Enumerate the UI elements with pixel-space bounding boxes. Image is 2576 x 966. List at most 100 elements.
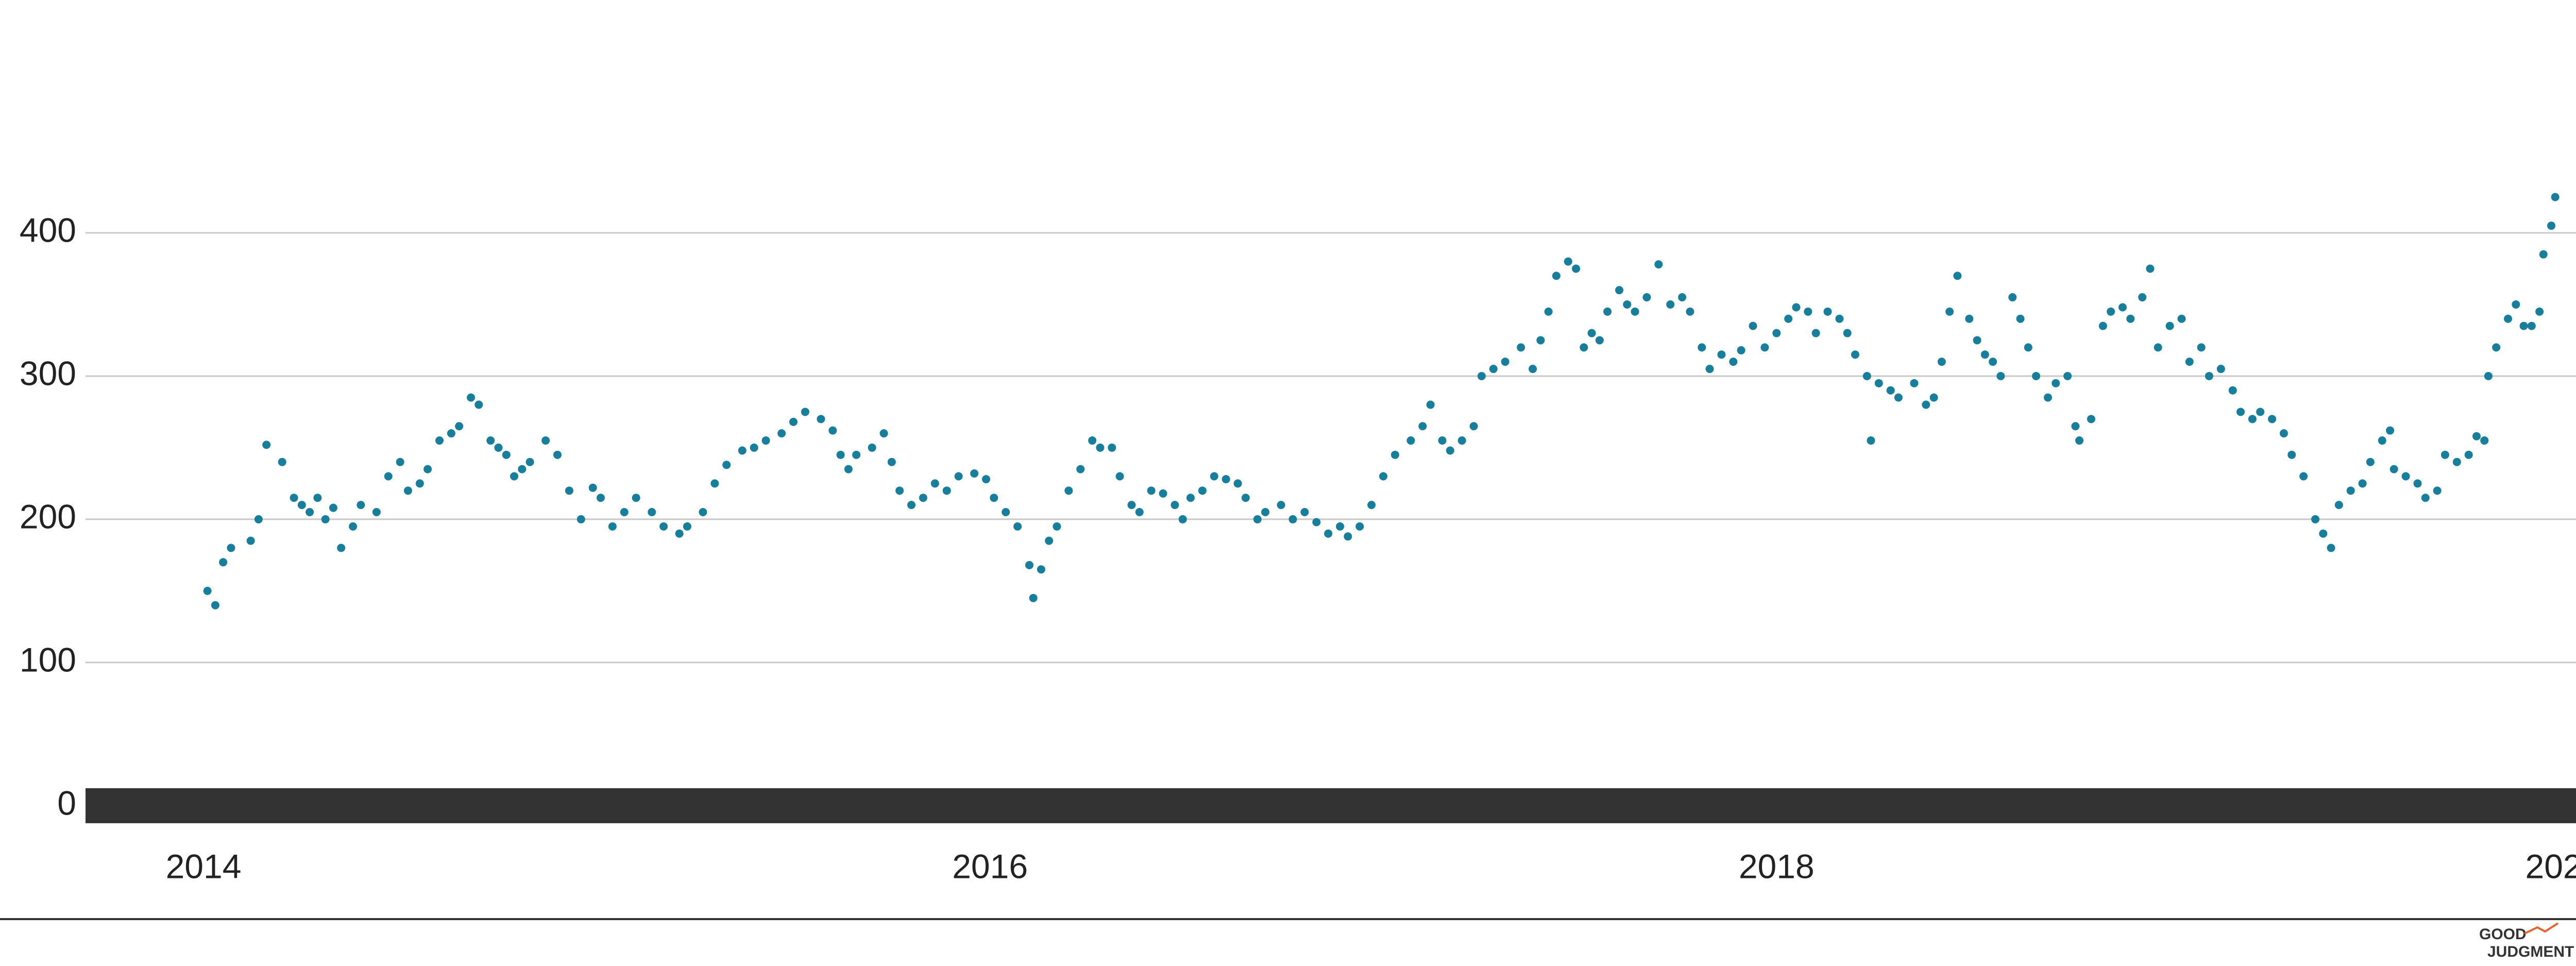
point	[1186, 494, 1195, 502]
point	[467, 393, 476, 402]
point	[2098, 321, 2107, 330]
point	[447, 429, 455, 438]
point	[2358, 479, 2367, 488]
point	[1418, 422, 1427, 431]
point	[722, 461, 731, 469]
point	[1536, 336, 1545, 345]
point	[510, 472, 519, 481]
point	[1835, 314, 1844, 323]
point	[1312, 518, 1321, 527]
point	[620, 508, 629, 517]
point	[494, 443, 503, 452]
y-tick-label: 200	[20, 497, 76, 535]
point	[518, 465, 527, 473]
point	[2334, 501, 2343, 510]
point	[2346, 486, 2355, 495]
point	[1811, 329, 1820, 337]
point	[887, 457, 896, 466]
point	[2228, 386, 2237, 395]
logo-mark	[2524, 922, 2559, 935]
point	[844, 465, 853, 473]
point	[1623, 300, 1632, 309]
point	[1115, 472, 1124, 481]
point	[2311, 515, 2320, 523]
point	[2075, 436, 2084, 445]
point	[648, 508, 656, 517]
point	[2464, 450, 2473, 459]
point	[836, 450, 845, 459]
point	[2236, 408, 2245, 416]
point	[297, 501, 306, 510]
point	[1025, 561, 1033, 569]
point	[1096, 443, 1105, 452]
point	[2146, 264, 2155, 273]
y-tick-label: 0	[57, 784, 76, 822]
point	[2452, 457, 2461, 466]
point	[2519, 321, 2528, 330]
point	[306, 508, 314, 517]
point	[1996, 371, 2005, 380]
point	[1438, 436, 1447, 445]
point	[1965, 314, 1974, 323]
point	[1159, 489, 1167, 498]
point	[2063, 371, 2072, 380]
point	[907, 501, 916, 510]
point	[1937, 358, 1946, 366]
point	[1580, 343, 1588, 352]
point	[1261, 508, 1269, 517]
point	[2205, 371, 2213, 380]
point	[588, 483, 597, 492]
point	[683, 522, 691, 531]
point	[2279, 429, 2288, 438]
point	[1053, 522, 1061, 531]
logo-top: GOOD	[2479, 926, 2527, 943]
point	[1587, 329, 1596, 337]
point	[1945, 307, 1954, 316]
point	[659, 522, 668, 531]
point	[1564, 257, 1572, 266]
point	[1642, 293, 1651, 302]
point	[2472, 432, 2481, 440]
point	[2421, 494, 2430, 502]
point	[1344, 532, 1352, 541]
point	[203, 586, 212, 595]
point	[1198, 486, 1207, 495]
point	[1804, 307, 1812, 316]
point	[2071, 422, 2080, 431]
point	[1289, 515, 1297, 523]
point	[1571, 264, 1580, 273]
point	[423, 465, 432, 473]
point	[1737, 346, 1745, 354]
point	[1603, 307, 1612, 316]
point	[435, 436, 444, 445]
point	[1029, 594, 1038, 602]
point	[632, 494, 640, 502]
point	[254, 515, 263, 523]
point	[1729, 358, 1738, 366]
point	[2401, 472, 2410, 481]
point	[868, 443, 876, 452]
point	[577, 515, 585, 523]
point	[1929, 393, 1938, 402]
point	[789, 417, 798, 426]
point	[1772, 329, 1781, 337]
point	[1886, 386, 1895, 395]
point	[313, 494, 322, 502]
point	[415, 479, 424, 488]
point	[1867, 436, 1875, 445]
point	[541, 436, 550, 445]
point	[954, 472, 963, 481]
point	[608, 522, 617, 531]
point	[1973, 336, 1981, 345]
point	[2413, 479, 2422, 488]
zero-line	[86, 788, 2576, 823]
point	[1127, 501, 1136, 510]
point	[1989, 358, 1997, 366]
point	[2154, 343, 2162, 352]
point	[1469, 422, 1478, 431]
y-tick-label: 400	[20, 211, 76, 249]
point	[2433, 486, 2442, 495]
point	[1843, 329, 1852, 337]
point	[1108, 443, 1116, 452]
point	[403, 486, 412, 495]
